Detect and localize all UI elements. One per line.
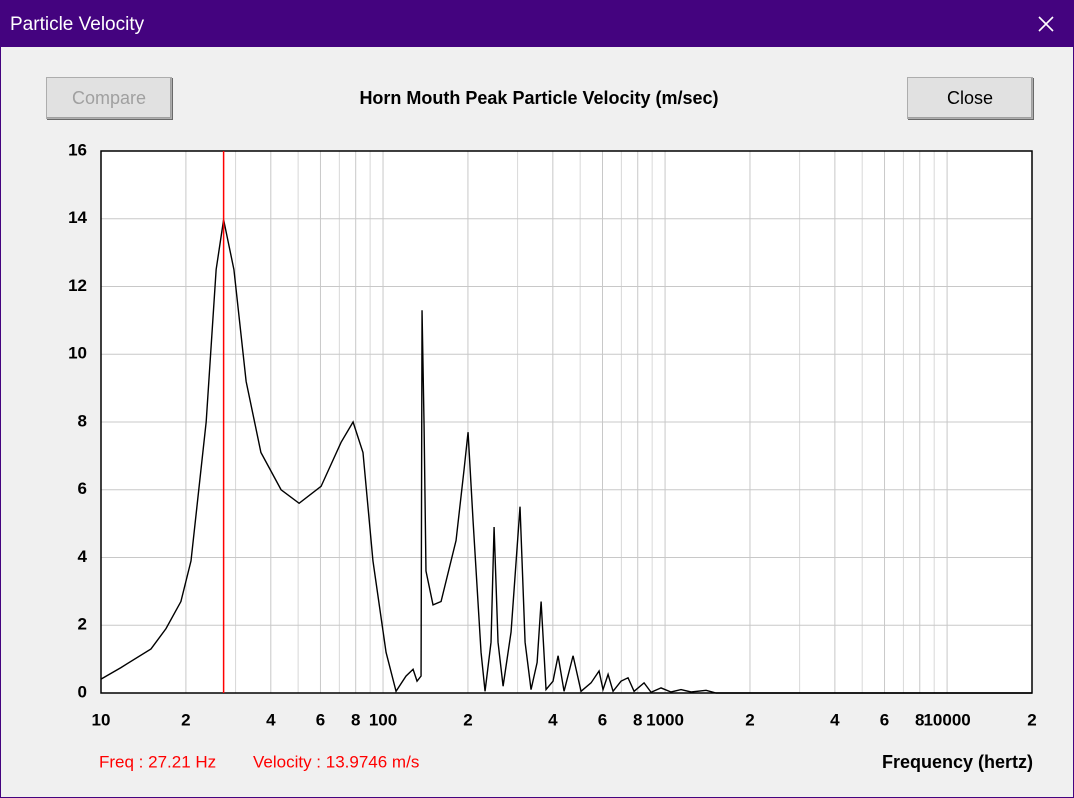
x-tick-label: 1000 (646, 710, 684, 729)
y-tick-label: 10 (68, 344, 87, 363)
status-freq: Freq : 27.21 Hz (99, 752, 216, 771)
x-tick-label: 8 (633, 710, 642, 729)
status-velocity: Velocity : 13.9746 m/s (253, 752, 419, 771)
window-title: Particle Velocity (10, 14, 145, 35)
plot-area (101, 151, 1032, 693)
x-tick-label: 10000 (923, 710, 970, 729)
plot-frame (100, 150, 1033, 694)
x-tick-label: 10 (92, 710, 111, 729)
velocity-line (100, 219, 1032, 694)
title-bar: Particle Velocity (1, 1, 1073, 47)
chart-title: Horn Mouth Peak Particle Velocity (m/sec… (359, 88, 718, 108)
x-tick-label: 8 (915, 710, 924, 729)
y-tick-label: 8 (78, 411, 87, 430)
x-tick-label: 6 (598, 710, 607, 729)
x-tick-label: 100 (369, 710, 397, 729)
y-tick-label: 2 (78, 615, 87, 634)
y-tick-label: 4 (78, 547, 88, 566)
y-tick-label: 6 (78, 479, 87, 498)
x-tick-label: 4 (266, 710, 276, 729)
y-tick-label: 12 (68, 276, 87, 295)
compare-button[interactable]: Compare (46, 77, 172, 119)
x-tick-label: 6 (316, 710, 325, 729)
x-tick-label: 2 (181, 710, 190, 729)
compare-label: Compare (71, 88, 147, 108)
close-button[interactable]: Close (907, 77, 1033, 119)
x-tick-label: 2 (463, 710, 472, 729)
close-label: Close (946, 88, 994, 108)
x-tick-label: 2 (745, 710, 754, 729)
x-tick-label: 6 (880, 710, 889, 729)
x-tick-label: 2 (1027, 710, 1036, 729)
close-window-button[interactable] (1029, 7, 1063, 41)
x-tick-label: 8 (351, 710, 360, 729)
y-tick-label: 16 (68, 140, 87, 159)
x-tick-label: 4 (830, 710, 840, 729)
x-axis-label: Frequency (hertz) (882, 752, 1033, 772)
y-tick-label: 14 (68, 208, 87, 227)
x-tick-label: 4 (548, 710, 558, 729)
y-tick-label: 0 (78, 682, 87, 701)
